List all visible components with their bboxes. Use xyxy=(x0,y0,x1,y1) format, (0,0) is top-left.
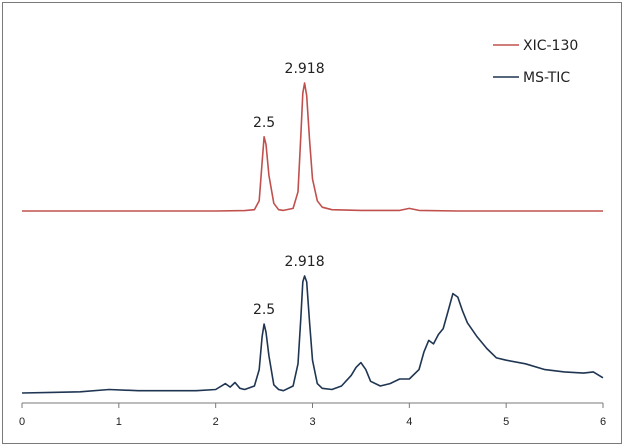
peak-label-0-0: 2.5 xyxy=(253,115,275,131)
x-tick-label-6: 6 xyxy=(600,416,606,428)
traces-layer xyxy=(21,82,604,394)
x-tick-label-3: 3 xyxy=(309,416,315,428)
x-tick-label-2: 2 xyxy=(213,416,219,428)
x-tick-label-5: 5 xyxy=(503,416,509,428)
legend-label-ms-tic: MS-TIC xyxy=(523,70,570,86)
legend-item-xic-130: XIC-130 xyxy=(493,38,578,54)
x-tick-label-1: 1 xyxy=(116,416,122,428)
series-line-ms-tic xyxy=(21,275,604,394)
x-axis: 0 1 2 3 4 5 6 xyxy=(19,402,606,428)
legend-label-xic-130: XIC-130 xyxy=(523,38,578,54)
annotations-layer: 2.5 2.918 2.5 2.918 xyxy=(253,61,325,318)
series-line-xic-130 xyxy=(22,82,603,212)
chromatogram-chart: 2.5 2.918 2.5 2.918 0 1 2 3 4 5 6 XIC-130 MS-TIC xyxy=(19,38,606,428)
peak-label-1-3: 2.918 xyxy=(285,254,325,270)
legend: XIC-130 MS-TIC xyxy=(493,38,578,86)
legend-item-ms-tic: MS-TIC xyxy=(493,70,570,86)
x-ticks: 0 1 2 3 4 5 6 xyxy=(19,403,606,428)
x-tick-label-0: 0 xyxy=(19,416,25,428)
chart-frame: 2.5 2.918 2.5 2.918 0 1 2 3 4 5 6 XIC-130 MS-TIC xyxy=(2,2,622,444)
x-tick-label-4: 4 xyxy=(406,416,412,428)
peak-label-0-1: 2.918 xyxy=(285,61,325,77)
peak-label-1-2: 2.5 xyxy=(253,302,275,318)
